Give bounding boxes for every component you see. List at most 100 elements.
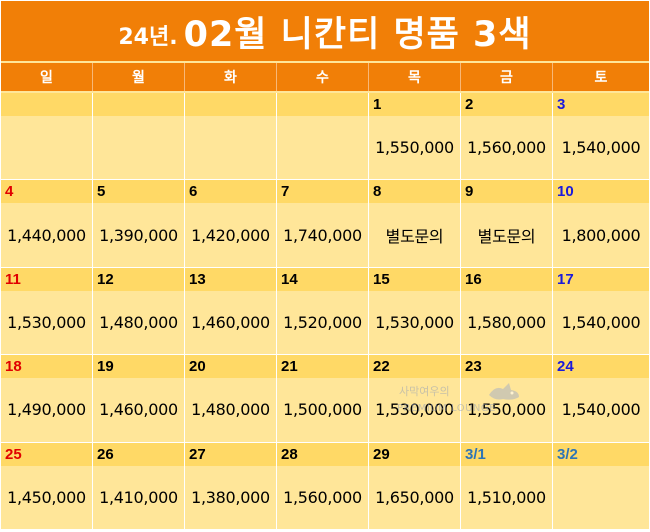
day-date: 1: [369, 93, 460, 116]
title-year-prefix: 24년.: [118, 25, 178, 50]
day-price: 1,420,000: [185, 203, 276, 267]
day-date: 6: [185, 180, 276, 204]
day-cell: 8 별도문의: [369, 180, 461, 268]
day-cell: 17 1,540,000: [553, 267, 649, 356]
day-price: 1,530,000: [369, 378, 460, 442]
day-cell: 24 1,540,000: [553, 355, 649, 443]
day-price: [1, 116, 92, 180]
day-price: 1,800,000: [553, 203, 649, 267]
day-date: 18: [1, 355, 92, 379]
day-date: 12: [93, 267, 184, 291]
day-price: 1,480,000: [93, 290, 184, 355]
day-price: [277, 116, 368, 180]
day-date: 20: [185, 355, 276, 379]
day-price: [185, 116, 276, 180]
weekday-thursday: 목: [369, 63, 461, 91]
day-cell-next-month: 3/1 1,510,000: [461, 442, 553, 530]
day-date: 16: [461, 267, 552, 291]
day-date: 10: [553, 180, 649, 204]
day-cell: 28 1,560,000: [277, 442, 369, 530]
day-cell: 2 1,560,000: [461, 93, 553, 181]
day-cell: 7 1,740,000: [277, 180, 369, 268]
day-price: 1,450,000: [1, 465, 92, 529]
day-price: 1,540,000: [553, 378, 649, 442]
day-cell: 11 1,530,000: [1, 267, 93, 356]
calendar-week: 25 1,450,000 26 1,410,000 27 1,380,000 28 1,…: [1, 442, 649, 530]
day-price: 1,390,000: [93, 203, 184, 267]
day-date: 11: [1, 267, 92, 291]
day-date: 29: [369, 442, 460, 466]
day-price: 1,540,000: [553, 290, 649, 355]
day-price: 1,500,000: [277, 378, 368, 442]
day-cell-next-month: 3/2: [553, 442, 649, 530]
day-cell-empty: [93, 93, 185, 181]
day-date: 21: [277, 355, 368, 379]
day-date: 3/1: [461, 442, 552, 466]
day-price: 1,440,000: [1, 203, 92, 267]
day-cell: 15 1,530,000: [369, 267, 461, 356]
day-date: [277, 93, 368, 116]
day-date: 4: [1, 180, 92, 204]
day-cell: 12 1,480,000: [93, 267, 185, 356]
day-cell: 27 1,380,000: [185, 442, 277, 530]
day-cell: 26 1,410,000: [93, 442, 185, 530]
calendar-title-bar: 24년. 02월 니칸티 명품 3색: [1, 1, 649, 61]
day-price: 1,560,000: [277, 465, 368, 529]
day-cell: 18 1,490,000: [1, 355, 93, 443]
day-date: 13: [185, 267, 276, 291]
day-date: 19: [93, 355, 184, 379]
day-date: [93, 93, 184, 116]
day-cell: 1 1,550,000: [369, 93, 461, 181]
day-cell: 23 1,550,000: [461, 355, 553, 443]
day-price: 1,480,000: [185, 378, 276, 442]
calendar-title: 02월 니칸티 명품 3색: [183, 14, 532, 55]
day-cell: 19 1,460,000: [93, 355, 185, 443]
day-price: 1,510,000: [461, 465, 552, 529]
day-cell: 21 1,500,000: [277, 355, 369, 443]
day-price: 1,530,000: [1, 290, 92, 355]
day-cell-empty: [277, 93, 369, 181]
day-cell-empty: [185, 93, 277, 181]
day-cell: 10 1,800,000: [553, 180, 649, 268]
day-cell: 29 1,650,000: [369, 442, 461, 530]
weekday-saturday: 토: [594, 70, 608, 86]
day-date: 7: [277, 180, 368, 204]
day-price: 1,460,000: [185, 290, 276, 355]
day-cell: 13 1,460,000: [185, 267, 277, 356]
calendar-week: 18 1,490,000 19 1,460,000 20 1,480,000 21 1,…: [1, 355, 649, 443]
day-cell: 3 1,540,000: [553, 93, 649, 181]
day-price-inquiry: 별도문의: [461, 203, 552, 267]
calendar-week: 4 1,440,000 5 1,390,000 6 1,420,000 7 1,740,…: [1, 180, 649, 268]
weekday-tuesday: 화: [185, 63, 277, 91]
day-price: [93, 116, 184, 180]
day-date: 3: [553, 93, 649, 116]
day-price: 1,580,000: [461, 290, 552, 355]
day-date: 15: [369, 267, 460, 291]
day-cell-empty: [1, 93, 93, 181]
day-price: 1,460,000: [93, 378, 184, 442]
day-price: 1,540,000: [553, 116, 649, 180]
day-date: 5: [93, 180, 184, 204]
calendar-week: 11 1,530,000 12 1,480,000 13 1,460,000 14 1,…: [1, 267, 649, 356]
weekday-monday: 월: [93, 63, 185, 91]
calendar-week: 1 1,550,000 2 1,560,000 3 1,540,000: [1, 93, 649, 181]
day-date: 23: [461, 355, 552, 379]
day-price: 1,550,000: [461, 378, 552, 442]
day-price: 1,530,000: [369, 290, 460, 355]
day-cell: 22 1,530,000: [369, 355, 461, 443]
day-price: 1,560,000: [461, 116, 552, 180]
day-cell: 5 1,390,000: [93, 180, 185, 268]
day-cell: 6 1,420,000: [185, 180, 277, 268]
day-price: 1,490,000: [1, 378, 92, 442]
day-date: 8: [369, 180, 460, 204]
day-date: 3/2: [553, 442, 649, 466]
day-price: 1,740,000: [277, 203, 368, 267]
weekday-wednesday: 수: [277, 63, 369, 91]
day-date: 24: [553, 355, 649, 379]
weekday-friday: 금: [461, 63, 553, 91]
day-date: [185, 93, 276, 116]
day-cell: 25 1,450,000: [1, 442, 93, 530]
day-date: 22: [369, 355, 460, 379]
day-price: 1,410,000: [93, 465, 184, 529]
